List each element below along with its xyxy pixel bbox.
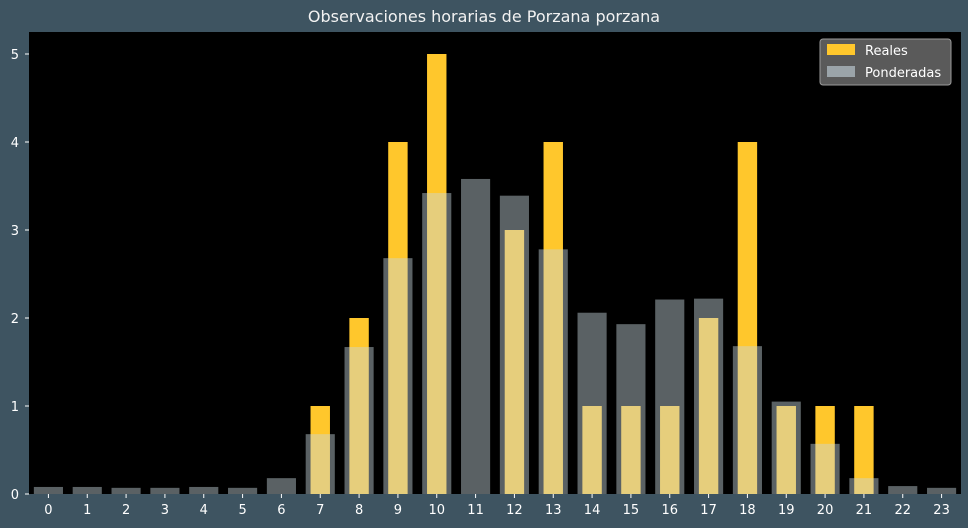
bar-ponderadas-11 xyxy=(461,178,491,494)
y-tick-label-5: 5 xyxy=(11,48,19,63)
y-axis-ticks: 0 1 2 3 4 5 xyxy=(11,48,29,503)
y-tick-label-0: 0 xyxy=(11,488,19,503)
x-tick-label-16: 16 xyxy=(661,503,678,518)
x-tick-label-5: 5 xyxy=(238,503,246,518)
x-tick-label-7: 7 xyxy=(316,503,324,518)
bar-ponderadas-15 xyxy=(616,324,646,494)
x-tick-label-20: 20 xyxy=(817,503,834,518)
bar-ponderadas-4 xyxy=(189,486,219,494)
x-tick-label-3: 3 xyxy=(161,503,169,518)
bar-reales-14 xyxy=(582,406,602,494)
bar-ponderadas-10 xyxy=(422,193,452,495)
plot-area xyxy=(29,32,961,494)
bar-reales-13 xyxy=(543,142,563,494)
x-axis-ticks: 0 1 2 3 4 5 6 7 8 9 10 11 12 13 14 15 16 17 18 19 20 21 22 23 xyxy=(44,494,950,518)
y-tick-label-4: 4 xyxy=(11,136,19,151)
x-tick-label-15: 15 xyxy=(623,503,640,518)
x-tick-label-17: 17 xyxy=(700,503,717,518)
bar-reales-7 xyxy=(310,406,330,494)
legend-swatch-reales xyxy=(827,44,855,55)
bar-ponderadas-16 xyxy=(655,299,685,494)
reales-bars xyxy=(310,54,874,494)
bar-reales-8 xyxy=(349,318,369,494)
bar-ponderadas-17 xyxy=(694,298,724,494)
x-tick-label-2: 2 xyxy=(122,503,130,518)
bar-reales-18 xyxy=(737,142,758,494)
bar-ponderadas-22 xyxy=(888,486,918,494)
bar-reales-20 xyxy=(815,406,835,494)
x-tick-label-10: 10 xyxy=(428,503,445,518)
y-tick-label-1: 1 xyxy=(11,400,19,415)
x-tick-label-22: 22 xyxy=(894,503,911,518)
bar-reales-19 xyxy=(776,406,796,494)
ponderadas-bars xyxy=(33,178,957,495)
bar-ponderadas-18 xyxy=(732,346,762,494)
legend-label-ponderadas: Ponderadas xyxy=(865,66,941,81)
legend-label-reales: Reales xyxy=(865,44,908,59)
y-tick-label-2: 2 xyxy=(11,312,19,327)
x-tick-label-21: 21 xyxy=(856,503,873,518)
bar-reales-9 xyxy=(388,142,408,494)
x-tick-label-11: 11 xyxy=(467,503,484,518)
bar-reales-12 xyxy=(504,230,525,494)
bar-ponderadas-3 xyxy=(150,487,180,494)
x-tick-label-23: 23 xyxy=(933,503,950,518)
x-tick-label-18: 18 xyxy=(739,503,756,518)
bar-ponderadas-0 xyxy=(33,486,63,494)
bar-ponderadas-1 xyxy=(72,486,102,494)
x-tick-label-9: 9 xyxy=(394,503,402,518)
bar-ponderadas-6 xyxy=(266,478,296,494)
x-tick-label-1: 1 xyxy=(83,503,91,518)
legend: Reales Ponderadas xyxy=(819,38,952,86)
bar-ponderadas-8 xyxy=(344,347,374,494)
x-tick-label-8: 8 xyxy=(355,503,363,518)
x-tick-label-19: 19 xyxy=(778,503,795,518)
bar-ponderadas-2 xyxy=(111,487,141,494)
bar-ponderadas-20 xyxy=(810,443,840,494)
bar-ponderadas-19 xyxy=(771,401,801,494)
bar-ponderadas-7 xyxy=(305,434,335,494)
bar-ponderadas-14 xyxy=(577,312,607,494)
bar-reales-21 xyxy=(854,406,874,494)
bar-ponderadas-12 xyxy=(499,195,529,494)
bar-ponderadas-23 xyxy=(927,487,957,494)
bar-ponderadas-21 xyxy=(849,478,879,494)
bar-reales-15 xyxy=(621,406,641,494)
bar-ponderadas-13 xyxy=(538,249,568,494)
x-tick-label-14: 14 xyxy=(584,503,601,518)
x-tick-label-12: 12 xyxy=(506,503,523,518)
bar-reales-16 xyxy=(660,406,680,494)
bar-ponderadas-5 xyxy=(228,487,258,494)
x-tick-label-0: 0 xyxy=(44,503,52,518)
bar-ponderadas-9 xyxy=(383,258,413,494)
bar-reales-10 xyxy=(427,54,447,494)
x-tick-label-6: 6 xyxy=(277,503,285,518)
x-tick-label-4: 4 xyxy=(200,503,208,518)
chart-title: Observaciones horarias de Porzana porzan… xyxy=(307,7,661,26)
legend-swatch-ponderadas xyxy=(827,66,855,77)
bar-reales-17 xyxy=(698,318,719,494)
y-tick-label-3: 3 xyxy=(11,224,19,239)
x-tick-label-13: 13 xyxy=(545,503,562,518)
